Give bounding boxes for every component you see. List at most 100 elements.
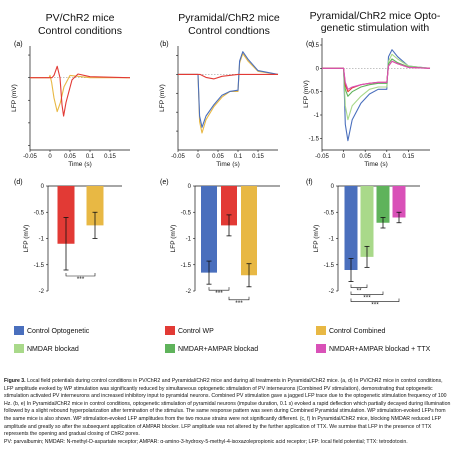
significance-bracket xyxy=(65,273,96,277)
x-tick-label: -0.05 xyxy=(171,154,185,160)
figure-3: PV/ChR2 mice Control conditions Pyramida… xyxy=(11,10,441,353)
panel-letter: (a) xyxy=(14,41,23,48)
x-tick-label: 0.1 xyxy=(86,154,95,160)
x-tick-label: 0.05 xyxy=(359,154,371,160)
panel-letter: (c) xyxy=(306,41,314,48)
legend-label: Control WP xyxy=(178,328,214,335)
figure-caption: Figure 3. Local field potentials during … xyxy=(4,378,453,446)
y-tick-label: -2 xyxy=(186,289,192,295)
legend-swatch xyxy=(14,344,24,353)
series-line xyxy=(30,74,130,113)
bar xyxy=(344,186,358,270)
y-tick-label: -0.5 xyxy=(309,90,320,96)
title-a-line1: PV/ChR2 mice xyxy=(46,12,115,24)
significance-label: *** xyxy=(235,300,243,307)
x-axis-label: Time (s) xyxy=(68,161,92,168)
series-line xyxy=(322,49,431,142)
y-axis-label: LFP (mV) xyxy=(170,225,177,253)
caption-abbreviations: PV: parvalbumin; NMDAR: N-methyl-D-aspar… xyxy=(4,438,408,445)
caption-label: Figure 3. xyxy=(4,378,26,384)
y-tick-label: -1 xyxy=(39,237,45,243)
y-tick-label: -1.5 xyxy=(324,263,335,269)
title-a-line2: Control conditions xyxy=(38,25,122,37)
legend-label: NMDAR+AMPAR blockad + TTX xyxy=(329,346,431,353)
x-tick-label: 0.15 xyxy=(403,154,415,160)
bar xyxy=(360,186,374,257)
y-tick-label: 0 xyxy=(41,184,45,190)
significance-bracket xyxy=(208,287,230,291)
y-tick-label: -1.5 xyxy=(181,263,192,269)
title-c-line2: genetic stimulation with xyxy=(321,22,430,34)
bar xyxy=(376,186,390,223)
y-tick-label: -0.5 xyxy=(181,210,192,216)
series-line xyxy=(30,65,131,117)
x-axis-label: Time (s) xyxy=(216,161,240,168)
x-tick-label: -0.05 xyxy=(315,154,329,160)
x-tick-label: 0.05 xyxy=(64,154,76,160)
bar xyxy=(241,186,257,276)
title-c-line1: Pyramidal/ChR2 mice Opto- xyxy=(310,10,441,22)
legend-swatch xyxy=(316,326,326,335)
y-tick-label: -1.5 xyxy=(34,263,45,269)
significance-label: *** xyxy=(215,290,223,297)
y-axis-label: LFP (mV) xyxy=(11,84,18,112)
y-tick-label: 0 xyxy=(331,184,335,190)
panel-letter: (d) xyxy=(14,179,23,186)
plots-layer: -0.05 0 0.05 0.1 0.15 Time (s) LFP (mV) -0.05 0 0… xyxy=(11,38,431,309)
legend-swatch xyxy=(165,326,175,335)
panel-letter: (f) xyxy=(306,179,313,186)
bar xyxy=(392,186,406,218)
x-tick-label: 0.15 xyxy=(104,154,116,160)
legend-label: NMDAR blockad xyxy=(27,346,79,353)
series-line xyxy=(178,73,278,80)
series-line xyxy=(178,51,279,128)
significance-label: ** xyxy=(356,288,362,295)
y-tick-label: -2 xyxy=(39,289,45,295)
y-tick-label: -1 xyxy=(186,237,192,243)
panel-letter: (b) xyxy=(160,41,169,48)
x-tick-label: 0.1 xyxy=(383,154,392,160)
bar xyxy=(201,186,217,273)
y-tick-label: 0.5 xyxy=(311,43,320,49)
x-tick-label: 0.1 xyxy=(234,154,243,160)
legend-label: NMDAR+AMPAR blockad xyxy=(178,346,258,353)
series-line xyxy=(322,53,431,121)
x-axis-label: Time (s) xyxy=(364,161,388,168)
y-tick-label: -0.5 xyxy=(34,210,45,216)
y-tick-label: 0 xyxy=(316,66,320,72)
y-tick-label: 0 xyxy=(188,184,192,190)
y-axis-label: LFP (mV) xyxy=(159,84,166,112)
bar xyxy=(57,186,75,244)
significance-bracket xyxy=(350,291,384,295)
y-axis-label: LFP (mV) xyxy=(23,225,30,253)
series-line xyxy=(322,60,431,90)
legend-label: Control Combined xyxy=(329,328,386,335)
legend-swatch xyxy=(14,326,24,335)
y-tick-label: -2 xyxy=(329,289,335,295)
legend: Control Optogenetic Control WP Control Com… xyxy=(14,326,431,353)
legend-swatch xyxy=(316,344,326,353)
significance-label: *** xyxy=(371,302,379,309)
legend-swatch xyxy=(165,344,175,353)
series-line xyxy=(322,58,431,97)
bar xyxy=(86,186,104,226)
x-tick-label: 0.15 xyxy=(252,154,264,160)
panel-letter: (e) xyxy=(160,179,169,186)
significance-label: *** xyxy=(77,276,85,283)
x-tick-label: 0.05 xyxy=(212,154,224,160)
y-tick-label: -1 xyxy=(314,113,320,119)
caption-text: Local field potentials during control co… xyxy=(4,378,451,438)
y-tick-label: -1.5 xyxy=(309,136,320,142)
y-tick-label: -0.5 xyxy=(324,210,335,216)
y-axis-label: LFP (mV) xyxy=(303,80,310,108)
x-tick-label: -0.05 xyxy=(23,154,37,160)
y-axis-label: LFP (mV) xyxy=(313,225,320,253)
significance-bracket xyxy=(228,296,250,301)
x-tick-label: 0 xyxy=(196,154,200,160)
significance-bracket xyxy=(350,298,400,302)
bar xyxy=(221,186,237,226)
series-line xyxy=(178,53,279,134)
legend-label: Control Optogenetic xyxy=(27,328,90,335)
x-tick-label: 0 xyxy=(342,154,346,160)
significance-bracket xyxy=(350,284,368,288)
